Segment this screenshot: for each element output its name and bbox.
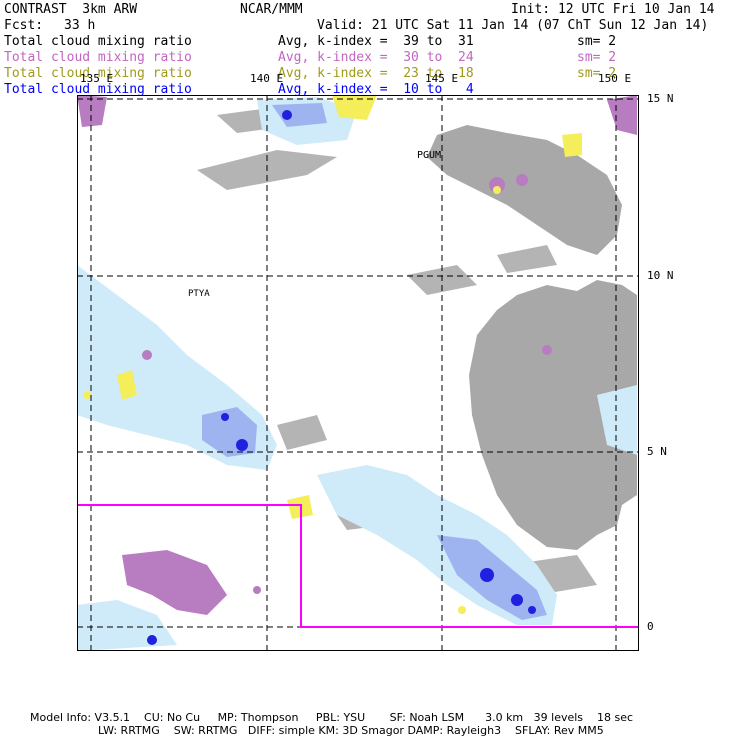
purple-cloud-nw [77,95,107,127]
lon-label-145: 145 E [425,72,459,85]
gray-streak-5 [277,415,327,450]
lon-label-150: 150 E [598,72,632,85]
cloud-fields [77,95,637,651]
model-title: CONTRAST 3km ARW [4,2,138,17]
blue-core-6 [282,110,292,120]
field-name-2: Total cloud mixing ratio [4,50,192,65]
place-ptya: PTYA [188,289,210,299]
gray-streak-4 [497,245,557,273]
lon-label-140: 140 E [250,72,284,85]
lightblue-cloud-east [597,385,637,455]
blue-core-3 [480,568,494,582]
purple-spot-1 [489,177,505,193]
org-label: NCAR/MMM [240,2,303,17]
midblue-cloud-north [272,103,327,127]
blue-core-5 [528,606,536,614]
blue-core-4 [511,594,523,606]
yellow-spot-2 [83,391,91,399]
lat-label-0: 0 [647,620,654,633]
lon-label-135: 135 E [80,72,114,85]
yellow-spot-1 [493,186,501,194]
lightblue-cloud-sw [77,600,177,651]
init-time: Init: 12 UTC Fri 10 Jan 14 [511,2,715,17]
model-info-line-2: LW: RRTMG SW: RRTMG DIFF: simple KM: 3D … [98,724,604,737]
field-avg-3: Avg, k-index = 23 to 18 [278,66,474,81]
yellow-cloud-1 [332,95,377,120]
field-sm-3: sm= 2 [577,66,617,81]
subdomain-box [77,504,639,628]
purple-spot-4 [542,345,552,355]
lat-label-5: 5 N [647,445,667,458]
lat-label-15: 15 N [647,92,674,105]
lat-label-10: 10 N [647,269,674,282]
purple-cloud-sw [122,550,227,615]
field-avg-4: Avg, k-index = 10 to 4 [278,82,474,97]
weather-map [77,95,639,651]
field-name-4: Total cloud mixing ratio [4,82,192,97]
forecast-hours: 33 h [64,18,96,33]
model-info-line-1: Model Info: V3.5.1 CU: No Cu MP: Thompso… [30,711,634,724]
lat-lon-grid [77,95,639,651]
purple-cloud-ne [607,95,637,135]
field-sm-1: sm= 2 [577,34,617,49]
yellow-cloud-3 [117,370,137,400]
yellow-spot-3 [458,606,466,614]
field-avg-2: Avg, k-index = 30 to 24 [278,50,474,65]
purple-spot-5 [253,586,261,594]
map-frame [77,95,639,651]
yellow-cloud-2 [562,133,582,157]
purple-spot-2 [516,174,528,186]
place-pgum: PGUM [417,150,442,161]
blue-core-7 [147,635,157,645]
valid-time: Valid: 21 UTC Sat 11 Jan 14 (07 ChT Sun … [317,18,709,33]
gray-cloud-north [427,125,622,255]
purple-spot-3 [142,350,152,360]
blue-core-1 [236,439,248,451]
field-name-3: Total cloud mixing ratio [4,66,192,81]
field-name-1: Total cloud mixing ratio [4,34,192,49]
gray-cloud-east [469,280,637,550]
blue-core-2 [221,413,229,421]
field-avg-1: Avg, k-index = 39 to 31 [278,34,474,49]
forecast-label: Fcst: [4,18,44,33]
field-sm-2: sm= 2 [577,50,617,65]
